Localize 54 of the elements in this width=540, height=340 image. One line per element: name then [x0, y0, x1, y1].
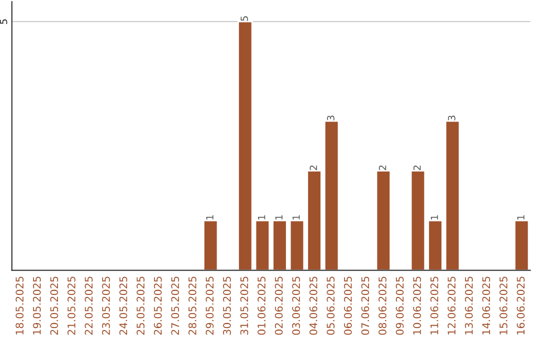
- x-tick-label: 07.06.2025: [361, 276, 370, 335]
- x-tick-label: 15.06.2025: [500, 276, 508, 334]
- x-tick-label: 04.06.2025: [309, 276, 318, 335]
- data-label: 2: [378, 166, 386, 170]
- x-tick-label: 30.05.2025: [223, 276, 231, 335]
- x-tick-label: 19.05.2025: [32, 276, 41, 334]
- bar: [238, 20, 253, 270]
- data-label: 1: [292, 215, 300, 220]
- x-tick-label: 05.06.2025: [326, 276, 335, 335]
- data-label: 1: [275, 215, 282, 220]
- x-tick-label: 14.06.2025: [482, 276, 490, 334]
- bar: [410, 170, 426, 270]
- bar: [306, 170, 322, 270]
- x-tick-label: 10.06.2025: [413, 276, 421, 334]
- x-tick-label: 18.05.2025: [16, 276, 24, 334]
- data-label: 1: [430, 215, 438, 220]
- data-label: 1: [258, 215, 266, 220]
- bar: [444, 120, 460, 270]
- x-tick-label: 12.06.2025: [448, 276, 456, 334]
- x-tick-label: 21.05.2025: [68, 276, 76, 335]
- bar: [514, 220, 530, 270]
- x-tick-label: 22.05.2025: [84, 276, 93, 335]
- x-tick-label: 11.06.2025: [430, 276, 438, 334]
- x-tick-label: 29.05.2025: [206, 276, 214, 335]
- x-tick-label: 27.05.2025: [171, 276, 180, 335]
- x-tick-label: 02.06.2025: [274, 276, 283, 335]
- x-tick-label: 23.05.2025: [102, 276, 110, 335]
- bar: [428, 220, 443, 270]
- x-tick-label: 28.05.2025: [188, 276, 196, 335]
- bar: [272, 220, 288, 270]
- data-label: 1: [517, 215, 524, 220]
- x-tick-label: 09.06.2025: [396, 276, 404, 335]
- bar: [289, 220, 305, 270]
- bar: [202, 220, 218, 270]
- data-label: 3: [448, 116, 456, 120]
- x-tick-label: 08.06.2025: [378, 276, 386, 335]
- data-label: 2: [413, 166, 421, 170]
- x-tick-label: 24.05.2025: [119, 276, 128, 335]
- data-label: 3: [327, 116, 334, 120]
- x-tick-label: 06.06.2025: [344, 276, 352, 335]
- data-label: 5: [240, 16, 248, 21]
- x-tick-label: 26.05.2025: [154, 276, 162, 335]
- x-tick-label: 03.06.2025: [292, 276, 300, 335]
- bar: [376, 170, 392, 270]
- x-tick-label: 16.06.2025: [516, 276, 525, 334]
- data-label: 2: [310, 166, 317, 170]
- x-tick-label: 01.06.2025: [258, 276, 266, 335]
- x-tick-label: 31.05.2025: [240, 276, 248, 335]
- x-tick-label: 13.06.2025: [464, 276, 473, 334]
- data-label: 1: [206, 215, 214, 220]
- bar: [254, 220, 270, 270]
- x-tick-label: 20.05.2025: [50, 276, 58, 335]
- bar: [324, 120, 340, 270]
- x-tick-label: 25.05.2025: [136, 276, 144, 335]
